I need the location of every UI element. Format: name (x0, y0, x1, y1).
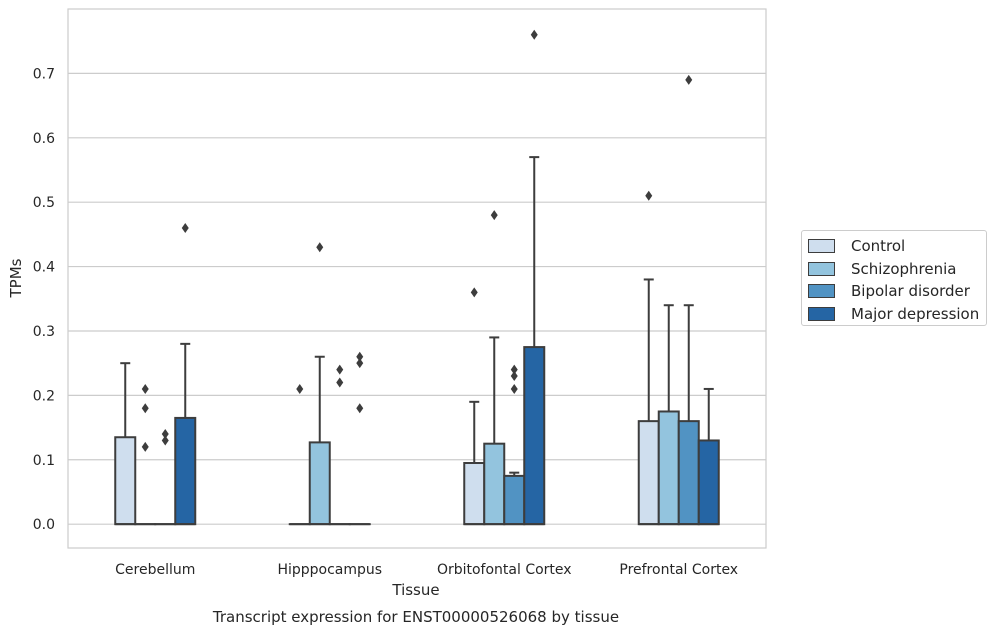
plot-frame (67, 8, 767, 549)
outlier-point (296, 383, 304, 394)
outlier-point (336, 364, 344, 375)
outlier-point (161, 429, 169, 440)
box-body (308, 441, 331, 526)
boxes (114, 156, 720, 526)
outlier-point (141, 403, 149, 414)
outlier-point (510, 383, 518, 394)
x-tick-label: Orbitofontal Cortex (437, 562, 572, 578)
box-3-0 (174, 342, 197, 526)
outlier-point (356, 358, 364, 369)
box-0-3 (637, 278, 660, 526)
outlier-point (510, 364, 518, 375)
y-tick-labels: 0.0 0.1 0.2 0.3 0.4 0.5 0.6 0.7 (33, 66, 55, 533)
outlier-point (356, 351, 364, 362)
x-tick-label: Hipppocampus (277, 562, 382, 578)
legend-label-schizophrenia: Schizophrenia (851, 259, 957, 278)
outlier-point (645, 190, 653, 201)
y-tick-label: 0.2 (33, 388, 55, 404)
y-tick-label: 0.6 (33, 131, 55, 147)
box-body (174, 416, 197, 526)
legend-label-major-depression: Major depression (851, 304, 980, 323)
legend-swatch-schizophrenia (808, 261, 835, 276)
box-body (523, 346, 546, 526)
box-body (657, 410, 680, 526)
legend-item-control: Control (808, 235, 986, 258)
outlier-point (336, 377, 344, 388)
outlier-point (181, 222, 189, 233)
outlier-point (356, 403, 364, 414)
box-body (697, 439, 720, 526)
y-tick-label: 0.4 (33, 260, 55, 276)
box-body (483, 442, 506, 526)
legend-swatch-bipolar-disorder (808, 284, 835, 299)
outlier-point (490, 210, 498, 221)
outlier-point (141, 383, 149, 394)
y-tick-label: 0.0 (33, 517, 55, 533)
box-body (463, 461, 486, 526)
box-0-2 (463, 400, 486, 526)
y-tick-label: 0.1 (33, 453, 55, 469)
outlier-point (685, 74, 693, 85)
outlier-point (470, 287, 478, 298)
outlier-point (141, 441, 149, 452)
legend-swatch-control (808, 239, 835, 254)
legend-label-control: Control (851, 237, 906, 256)
x-axis-label: Tissue (391, 581, 439, 599)
box-3-2 (523, 156, 546, 526)
box-body (637, 420, 660, 526)
legend-swatch-major-depression (808, 306, 835, 321)
box-1-1 (308, 355, 331, 526)
legend: Control Schizophrenia Bipolar disorder M… (801, 230, 987, 326)
outlier-point (161, 435, 169, 446)
box-3-3 (697, 387, 720, 526)
box-2-3 (677, 304, 700, 526)
box-body (114, 436, 137, 526)
outlier-point (510, 371, 518, 382)
legend-label-bipolar-disorder: Bipolar disorder (851, 282, 970, 301)
x-tick-label: Cerebellum (115, 562, 195, 578)
outliers (141, 29, 693, 452)
legend-item-schizophrenia: Schizophrenia (808, 258, 986, 281)
y-tick-label: 0.7 (33, 66, 55, 82)
box-2-2 (503, 471, 526, 526)
box-0-0 (114, 362, 137, 526)
box-body (503, 474, 526, 526)
y-tick-label: 0.5 (33, 195, 55, 211)
chart-title: Transcript expression for ENST0000052606… (212, 608, 619, 626)
legend-item-bipolar-disorder: Bipolar disorder (808, 280, 986, 303)
x-tick-labels: Cerebellum Hipppocampus Orbitofontal Corte… (115, 562, 738, 578)
outlier-point (530, 29, 538, 40)
x-tick-label: Prefrontal Cortex (619, 562, 738, 578)
box-body (677, 420, 700, 526)
outlier-point (316, 242, 324, 253)
y-axis-label: TPMs (7, 258, 25, 298)
legend-item-major-depression: Major depression (808, 303, 986, 326)
y-tick-label: 0.3 (33, 324, 55, 340)
